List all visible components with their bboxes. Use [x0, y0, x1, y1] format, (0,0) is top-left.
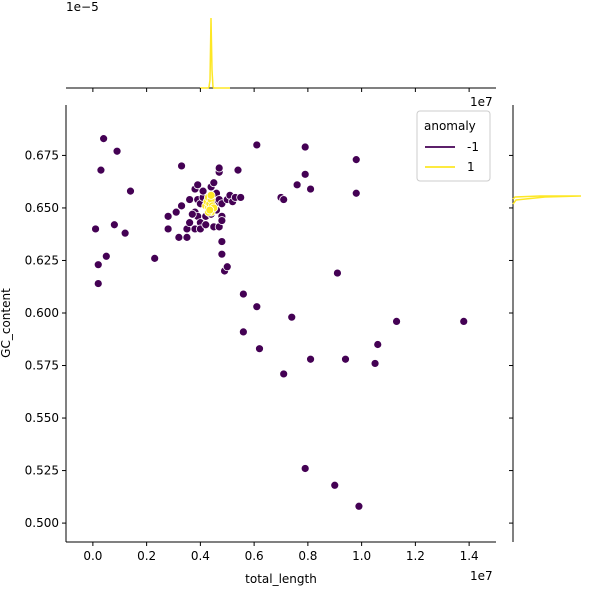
scatter-point [300, 169, 310, 179]
x-tick-label: 1.0 [352, 549, 371, 563]
x-axis-offset-label: 1e7 [470, 569, 493, 583]
right-marginal-plot: 1e7 [470, 95, 582, 542]
y-tick-label: 0.600 [25, 306, 59, 320]
scatter-point [174, 232, 184, 242]
y-tick-label: 0.625 [25, 253, 59, 267]
scatter-point [201, 220, 211, 230]
scatter-point [91, 224, 100, 234]
scatter-point [351, 188, 361, 198]
scatter-point [163, 211, 173, 221]
scatter-point [233, 165, 243, 175]
scatter-point [252, 302, 262, 312]
x-tick-label: 0.6 [245, 549, 264, 563]
scatter-point [217, 216, 227, 225]
scatter-point [177, 201, 186, 211]
top-marginal-ticks [92, 88, 470, 92]
top-marginal-kde-curve [200, 17, 230, 89]
scatter-point [351, 155, 361, 165]
scatter-point [209, 178, 219, 188]
scatter-point [370, 359, 380, 368]
scatter-point [333, 268, 342, 278]
scatter-point [193, 180, 203, 190]
legend: anomaly -1 1 [416, 110, 491, 182]
y-tick-label: 0.550 [25, 411, 59, 425]
scatter-point [163, 224, 173, 234]
x-tick-label: 0.2 [137, 549, 156, 563]
scatter-point [205, 205, 215, 215]
scatter-point [300, 464, 310, 473]
scatter-point [96, 165, 106, 175]
top-marginal-offset-label: 1e−5 [66, 0, 99, 14]
scatter-point [214, 163, 224, 173]
scatter-points [91, 134, 469, 511]
scatter-point [222, 262, 232, 272]
scatter-point [354, 501, 364, 511]
scatter-point [99, 134, 109, 144]
legend-label-one: 1 [467, 160, 475, 174]
scatter-point [236, 193, 246, 202]
y-tick-label: 0.650 [25, 201, 59, 215]
x-axis-label: total_length [245, 572, 317, 586]
scatter-point [252, 140, 262, 150]
scatter-point [185, 218, 195, 228]
x-tick-label: 0.0 [83, 549, 102, 563]
x-tick-label: 0.8 [298, 549, 317, 563]
scatter-point [292, 180, 302, 190]
right-marginal-kde-curve [512, 195, 582, 205]
y-tick-label: 0.500 [25, 516, 59, 530]
scatter-point [238, 289, 248, 299]
scatter-point [217, 237, 227, 246]
scatter-point [109, 220, 119, 230]
scatter-point [93, 279, 103, 288]
scatter-point [101, 251, 111, 261]
scatter-point [300, 142, 310, 152]
scatter-point [206, 190, 216, 200]
y-axis-label: GC_content [0, 288, 13, 358]
top-marginal-plot: 1e−5 [66, 0, 496, 92]
scatter-point [185, 195, 195, 204]
legend-label-minus-one: -1 [467, 140, 479, 154]
right-marginal-offset-label: 1e7 [470, 95, 493, 109]
scatter-point [120, 228, 130, 238]
scatter-point [112, 146, 122, 156]
scatter-point [182, 232, 192, 242]
main-scatter-plot: 0.0 0.2 0.4 0.6 0.8 1.0 1.2 1.4 0.500 0.525 0.550… [0, 105, 496, 586]
scatter-point [459, 316, 469, 326]
scatter-point [279, 369, 289, 379]
y-axis-ticks: 0.500 0.525 0.550 0.575 0.600 0.625 0.650 0.675 [25, 148, 66, 530]
scatter-point [373, 340, 383, 349]
scatter-point [255, 344, 264, 354]
scatter-point [306, 354, 315, 364]
right-marginal-ticks [509, 154, 513, 524]
scatter-point [217, 249, 227, 259]
x-tick-label: 1.2 [406, 549, 425, 563]
scatter-point [171, 207, 181, 217]
scatter-point [279, 195, 289, 204]
scatter-point [126, 186, 135, 196]
x-tick-label: 1.4 [460, 549, 479, 563]
scatter-point [341, 354, 350, 364]
legend-title: anomaly [424, 119, 476, 133]
scatter-point [287, 312, 297, 322]
scatter-point [330, 480, 340, 490]
scatter-point [93, 260, 103, 270]
legend-box [416, 110, 491, 182]
x-axis-ticks: 0.0 0.2 0.4 0.6 0.8 1.0 1.2 1.4 [83, 542, 479, 563]
x-tick-label: 0.4 [191, 549, 210, 563]
scatter-point [187, 209, 197, 219]
y-tick-label: 0.575 [25, 359, 59, 373]
y-tick-label: 0.525 [25, 464, 59, 478]
scatter-point [306, 184, 315, 194]
y-tick-label: 0.675 [25, 148, 59, 162]
scatter-point [177, 161, 186, 171]
scatter-point [150, 253, 160, 263]
scatter-point [392, 316, 401, 326]
scatter-point [238, 327, 248, 337]
scatter-point [198, 186, 208, 196]
